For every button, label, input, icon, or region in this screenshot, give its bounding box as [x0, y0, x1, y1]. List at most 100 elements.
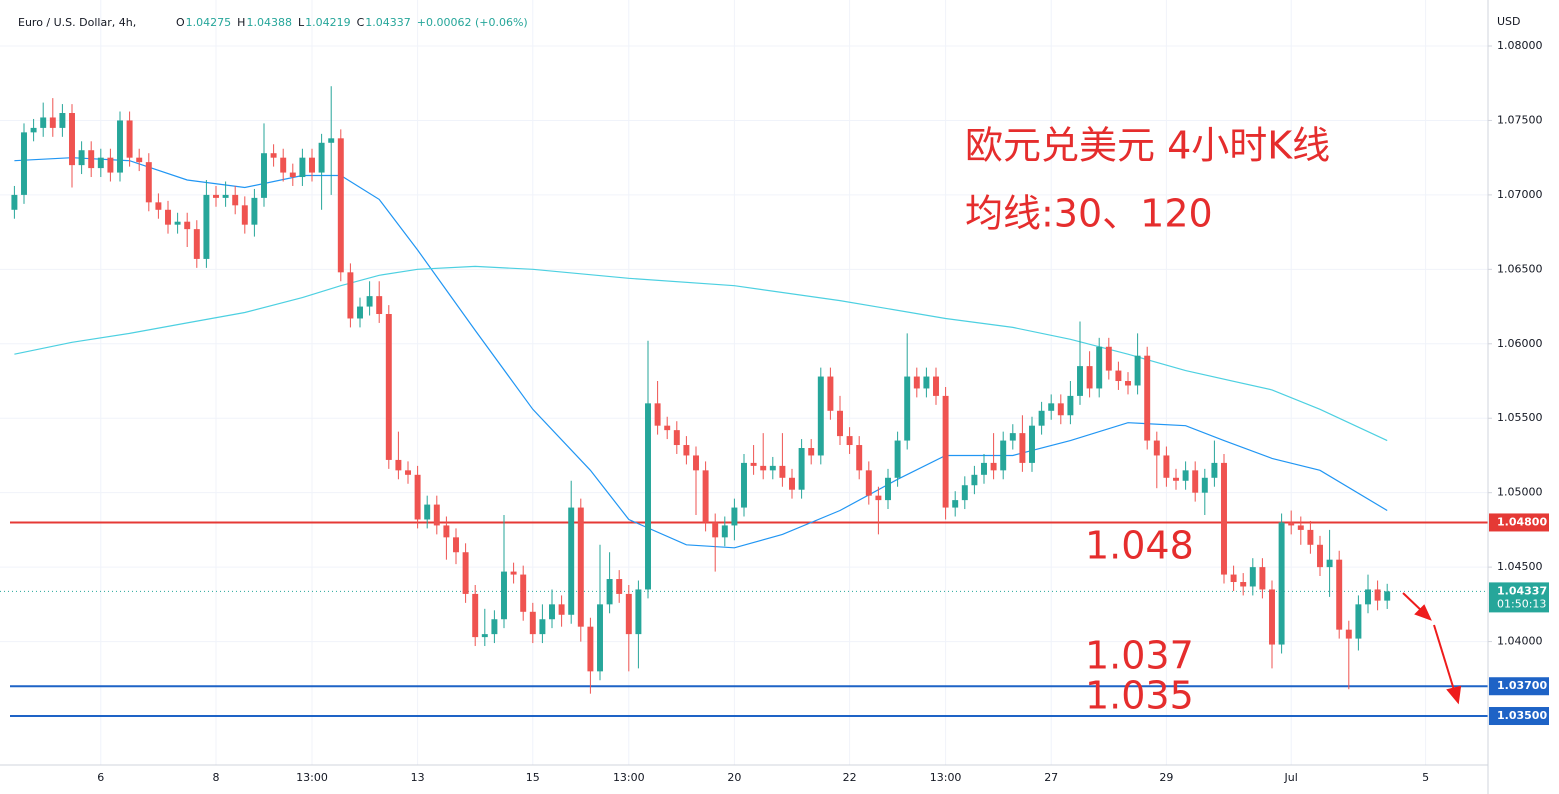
candle-body	[808, 448, 815, 456]
candle-body	[1077, 366, 1083, 396]
legend-value: 1.04275	[186, 16, 232, 29]
candle-body	[510, 571, 517, 575]
symbol-title: Euro / U.S. Dollar, 4h,	[18, 16, 136, 29]
candle-body	[376, 296, 383, 315]
annotation: 1.048	[1085, 524, 1194, 568]
y-tick-label: 1.04000	[1497, 635, 1543, 648]
candle-body	[145, 162, 152, 203]
candle-body	[491, 619, 498, 635]
candle-body	[1317, 544, 1323, 568]
candle-body	[635, 589, 642, 635]
candle-body	[462, 552, 469, 594]
candle-body	[654, 403, 661, 426]
candle-body	[251, 197, 258, 225]
candle-body	[328, 138, 335, 143]
candle-body	[1201, 477, 1208, 493]
candle-body	[904, 376, 911, 441]
y-tick-label: 1.04500	[1497, 560, 1543, 573]
candle-body	[1336, 559, 1343, 630]
legend-label: L	[298, 16, 305, 29]
candle-body	[1105, 346, 1112, 371]
candle-body	[174, 221, 181, 225]
candle-body	[1307, 529, 1314, 545]
candle-body	[817, 376, 824, 456]
candle-body	[1278, 522, 1285, 645]
candle-body	[942, 395, 949, 508]
candle-body	[270, 153, 277, 158]
candle-body	[1288, 522, 1295, 526]
annotation: 欧元兑美元 4小时K线	[965, 124, 1330, 168]
candle-body	[702, 470, 709, 523]
candle-body	[981, 462, 987, 475]
candle-body	[280, 157, 287, 173]
level-tag-label: 1.03500	[1497, 709, 1547, 722]
candle-body	[347, 272, 354, 319]
x-tick-label: 20	[727, 771, 741, 784]
candle-body	[520, 574, 527, 612]
candle-body	[11, 194, 18, 210]
candle-body	[88, 150, 95, 169]
x-tick-label: 29	[1159, 771, 1173, 784]
candle-body	[597, 604, 603, 672]
x-tick-label: Jul	[1284, 771, 1298, 784]
candle-body	[1249, 567, 1256, 587]
x-tick-label: 22	[843, 771, 857, 784]
level-tag	[1489, 677, 1549, 696]
candle-body	[721, 525, 728, 538]
candle-body	[1144, 355, 1151, 441]
candle-body	[923, 376, 930, 389]
y-tick-label: 1.06000	[1497, 337, 1543, 350]
candle-body	[789, 477, 795, 490]
candle-body	[693, 455, 699, 471]
candle-body	[856, 445, 863, 471]
annotation: 1.037	[1085, 634, 1194, 678]
candle-body	[885, 477, 891, 501]
arrow-head	[1414, 604, 1432, 621]
candle-body	[750, 462, 757, 466]
x-tick-label: 13:00	[930, 771, 962, 784]
candle-body	[1269, 589, 1275, 645]
candle-body	[241, 205, 248, 225]
candle-body	[299, 157, 306, 178]
candle-body	[712, 522, 719, 538]
candle-body	[1374, 589, 1381, 601]
candle-body	[357, 306, 363, 319]
candle-body	[549, 604, 555, 620]
x-tick-label: 6	[97, 771, 104, 784]
x-tick-label: 15	[526, 771, 540, 784]
candle-body	[232, 194, 239, 206]
candle-body	[165, 209, 171, 225]
candle-body	[971, 474, 978, 486]
levels	[0, 521, 1488, 718]
candle-body	[865, 470, 872, 496]
candle-body	[337, 138, 344, 273]
candle-body	[21, 132, 27, 195]
candle-body	[1365, 589, 1371, 605]
candle-body	[414, 474, 421, 520]
y-tick-label: 1.06500	[1497, 262, 1543, 275]
x-tick-label: 27	[1044, 771, 1058, 784]
candle-body	[846, 436, 853, 446]
level-tag-label: 1.03700	[1497, 679, 1547, 692]
candle-body	[309, 157, 315, 173]
candle-body	[664, 425, 671, 431]
currency: USD	[1497, 15, 1521, 28]
x-tick-label: 13	[411, 771, 425, 784]
candle-body	[424, 504, 431, 520]
candle-body	[606, 579, 613, 605]
candle-body	[1125, 381, 1131, 386]
arrows	[1402, 592, 1462, 705]
x-tick-label: 5	[1422, 771, 1429, 784]
candle-body	[913, 376, 920, 389]
candle-body	[1096, 346, 1103, 389]
candle-body	[213, 194, 219, 198]
candle-body	[1182, 470, 1189, 481]
candle-body	[318, 142, 325, 173]
candle-body	[673, 430, 680, 446]
y-tick-label: 1.05500	[1497, 411, 1543, 424]
candle-body	[779, 465, 786, 478]
y-tick-label: 1.08000	[1497, 39, 1543, 52]
legend-label: O	[176, 16, 185, 29]
candle-body	[1230, 574, 1237, 583]
candle-body	[1384, 591, 1391, 601]
